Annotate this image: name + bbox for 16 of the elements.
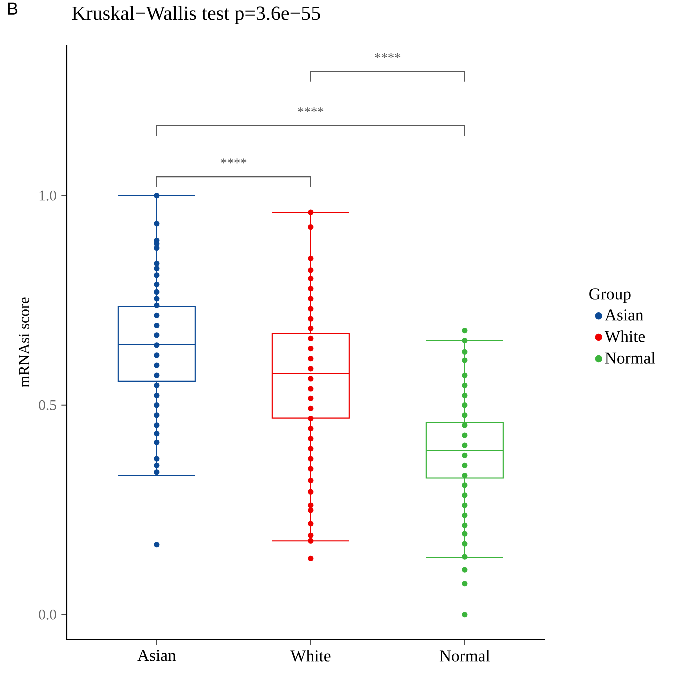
x-tick-label: Normal xyxy=(440,650,490,662)
legend-label: Asian xyxy=(605,310,644,321)
legend-label: Normal xyxy=(605,352,656,364)
text: B xyxy=(8,2,18,15)
legend-title: Group xyxy=(590,288,631,304)
chart-title: Kruskal−Wallis test p=3.6e−55 xyxy=(72,6,320,24)
y-tick-label: 1.0 xyxy=(40,190,56,201)
x-tick-label: White xyxy=(290,650,331,662)
y-tick-label: 0.0 xyxy=(39,610,56,620)
y-tick-label: 0.5 xyxy=(39,400,56,410)
y-axis-title: mRNAsi score xyxy=(19,298,30,388)
legend-label: White xyxy=(604,330,646,342)
annotation: **** xyxy=(221,158,247,164)
annotation: **** xyxy=(375,53,401,58)
annotation: **** xyxy=(298,108,324,112)
x-tick-label: Asian xyxy=(138,650,176,662)
